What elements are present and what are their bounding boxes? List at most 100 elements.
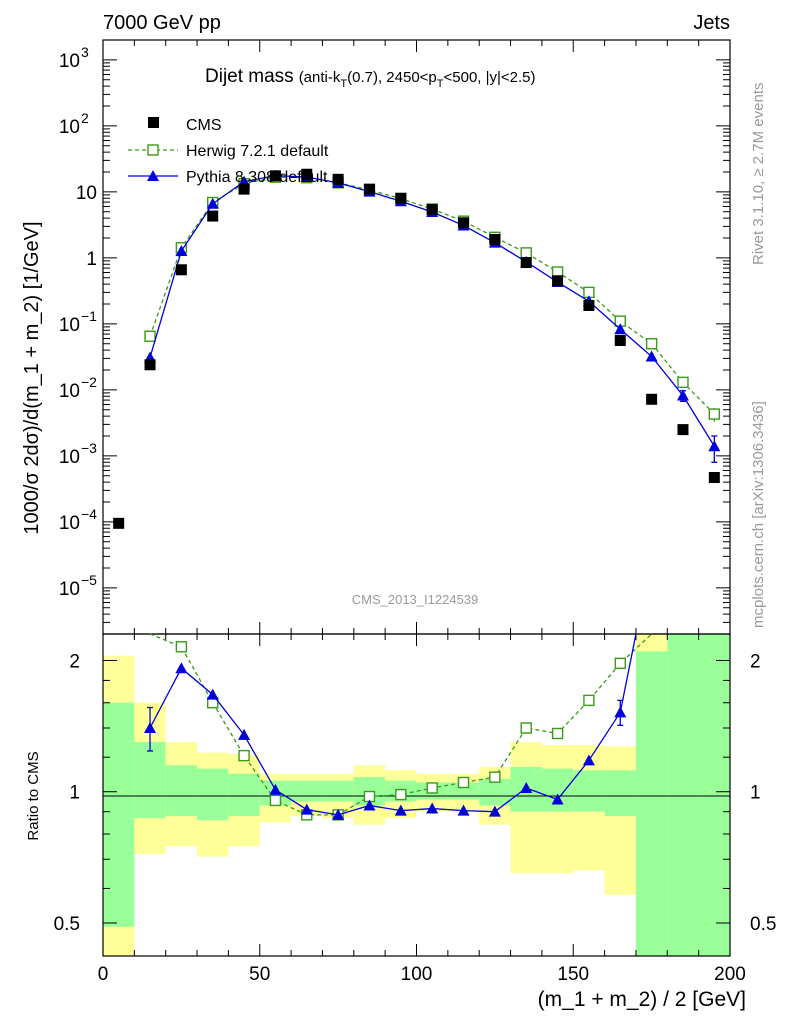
- cms-point: [207, 210, 219, 222]
- ratio-herwig-point: [395, 788, 407, 801]
- ratio-y-tick-label-right: 1: [750, 783, 761, 804]
- ratio-herwig-point: [238, 749, 250, 762]
- cms-point: [113, 517, 125, 529]
- mcplots-label: mcplots.cern.ch [arXiv:1306.3436]: [750, 401, 767, 628]
- y-tick-label: 10: [59, 579, 80, 600]
- ratio-y-tick-label: 0.5: [54, 914, 80, 935]
- ratio-pythia-point: [332, 808, 345, 820]
- ratio-band-inner: [197, 768, 229, 821]
- ratio-herwig-point: [614, 657, 626, 670]
- cms-point: [646, 393, 658, 405]
- y-axis-label: 1000/σ 2dσ)/d(m_1 + m_2) [1/GeV]: [21, 221, 43, 534]
- x-tick-label: 150: [557, 964, 589, 985]
- ratio-band-inner: [667, 634, 699, 956]
- pythia-point: [645, 350, 658, 362]
- cms-point: [175, 264, 187, 276]
- ratio-pythia-point: [144, 722, 157, 734]
- ratio-herwig-point: [489, 771, 501, 783]
- cms-point: [489, 233, 501, 245]
- cms-point: [708, 472, 720, 484]
- ratio-herwig-point: [551, 727, 564, 740]
- ratio-herwig-point: [269, 794, 282, 807]
- ratio-herwig-line: [149, 633, 653, 816]
- ratio-pythia-point: [175, 662, 188, 674]
- ratio-pythia-point: [300, 803, 313, 815]
- ratio-band-inner: [541, 768, 574, 812]
- ratio-pythia-point: [488, 805, 501, 817]
- y-tick-exponent: −2: [81, 374, 97, 390]
- ratio-band-outer: [604, 746, 636, 895]
- cms-point: [520, 257, 532, 269]
- y-tick-label: 10: [59, 117, 80, 138]
- chart-title: Dijet mass (anti-kT(0.7), 2450<pT<500, |y…: [205, 66, 536, 90]
- ratio-herwig-point: [426, 782, 438, 794]
- ratio-y-tick-label: 1: [69, 783, 80, 804]
- y-tick-exponent: −3: [81, 440, 97, 456]
- legend-herwig-label: Herwig 7.2.1 default: [186, 143, 329, 160]
- cms-point: [144, 359, 156, 371]
- y-tick-label: 10: [59, 447, 80, 468]
- ratio-pythia-point: [582, 754, 595, 766]
- ratio-uncertainty-bands: [103, 634, 730, 956]
- cms-point: [301, 168, 313, 180]
- main-plot-series: [113, 168, 721, 529]
- cms-point: [552, 275, 564, 287]
- ratio-band-inner: [134, 742, 166, 819]
- pythia-point: [614, 323, 627, 335]
- ratio-band-inner: [698, 634, 730, 956]
- herwig-point: [144, 330, 156, 342]
- cms-point: [677, 424, 689, 436]
- ratio-y-tick-label: 2: [69, 651, 80, 672]
- ratio-pythia-point: [238, 728, 251, 740]
- ratio-y-axis-label: Ratio to CMS: [25, 751, 42, 840]
- x-tick-label: 0: [98, 964, 109, 985]
- ratio-band-inner: [447, 782, 480, 800]
- legend: CMS Herwig 7.2.1 default Pythia 8.308 de…: [128, 117, 329, 186]
- ratio-herwig-point: [457, 776, 470, 789]
- pythia-point: [206, 197, 219, 209]
- ratio-band-inner: [291, 780, 323, 802]
- y-tick-exponent: −1: [81, 308, 97, 324]
- ratio-pythia-point: [614, 706, 627, 718]
- ratio-pythia-point: [426, 802, 439, 814]
- ratio-pythia-point: [206, 688, 219, 700]
- x-axis-label: (m_1 + m_2) / 2 [GeV]: [538, 988, 746, 1011]
- herwig-point: [708, 408, 721, 420]
- cms-point: [269, 170, 281, 182]
- herwig-point: [645, 338, 658, 350]
- ratio-band-inner: [573, 770, 605, 812]
- ratio-band-inner: [228, 773, 260, 816]
- ratio-herwig-point: [175, 641, 188, 653]
- header-left: 7000 GeV pp: [103, 12, 221, 34]
- ratio-plot-series: [144, 633, 653, 821]
- ratio-band-inner: [165, 765, 198, 816]
- y-tick-exponent: −5: [81, 572, 97, 588]
- legend-cms-marker: [148, 117, 159, 128]
- ratio-pythia-point: [394, 804, 407, 816]
- y-tick-label: 10: [59, 51, 80, 72]
- ratio-band-inner: [635, 651, 668, 956]
- ratio-band-inner: [479, 778, 511, 806]
- x-tick-label: 50: [249, 964, 270, 985]
- legend-herwig-marker: [147, 144, 159, 156]
- cms-point: [583, 299, 595, 311]
- cms-point: [238, 183, 250, 195]
- ratio-pythia-point: [551, 793, 564, 805]
- y-tick-label: 10: [59, 513, 80, 534]
- legend-pythia-label: Pythia 8.308 default: [186, 169, 328, 186]
- legend-pythia-marker: [147, 170, 159, 181]
- y-tick-label: 10: [59, 381, 80, 402]
- cms-point: [363, 183, 375, 195]
- ratio-band-inner: [322, 780, 354, 802]
- y-tick-exponent: 3: [81, 44, 89, 60]
- pythia-point: [676, 389, 689, 401]
- legend-cms-label: CMS: [186, 117, 222, 134]
- cms-point: [614, 334, 626, 346]
- ratio-y-tick-label-right: 0.5: [750, 914, 776, 935]
- herwig-point: [677, 376, 689, 389]
- rivet-label: Rivet 3.1.10, ≥ 2.7M events: [750, 83, 767, 266]
- x-tick-label: 200: [714, 964, 746, 985]
- ratio-band-inner: [103, 702, 135, 927]
- cms-point: [332, 173, 344, 185]
